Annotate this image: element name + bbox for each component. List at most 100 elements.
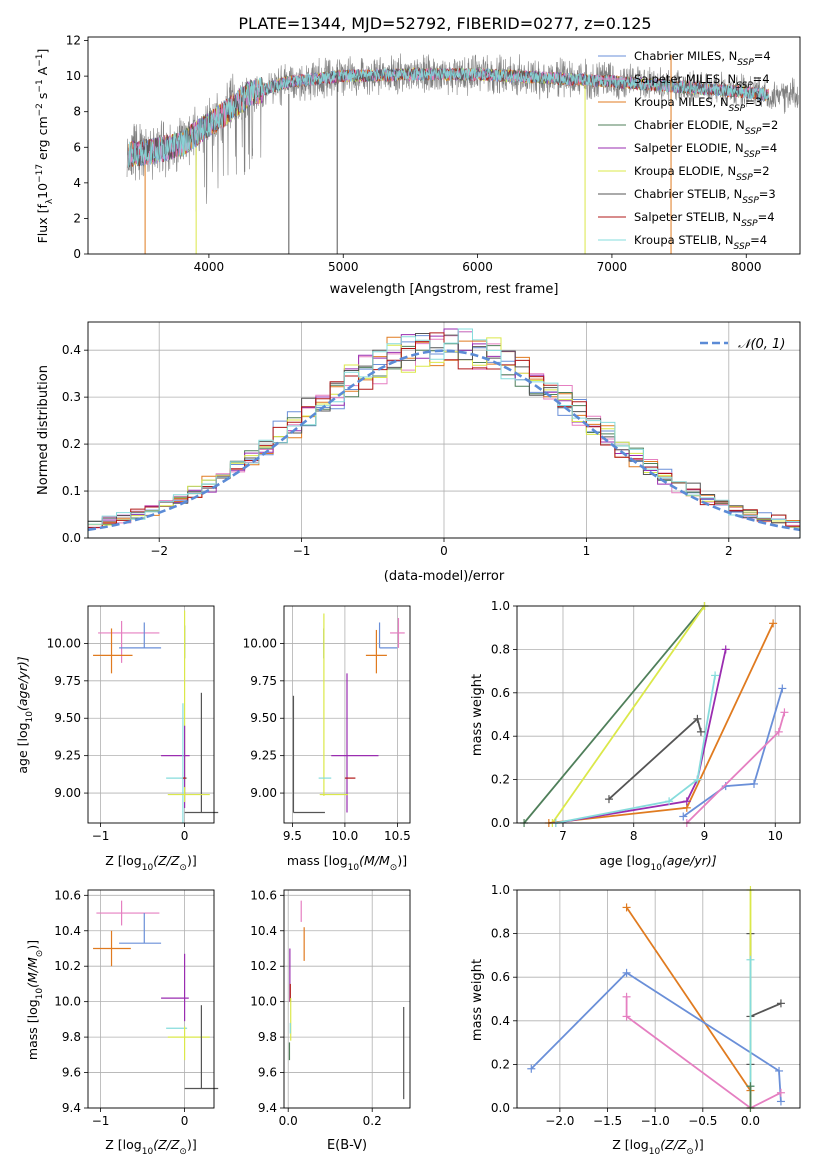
label-part: )] [397, 853, 407, 868]
label-part: −1 [35, 79, 45, 92]
label-part: (age/yr)] [15, 656, 30, 711]
residuals-panel: −2 −1 0 1 2 0.0 0.1 0.2 0.3 0.4 𝒩(0, 1) (data-model… [36, 321, 801, 584]
label-part: Chabrier STELIB, N [634, 187, 742, 201]
y-tick-label: 10.2 [250, 959, 277, 973]
y-tick-label: 9.75 [54, 674, 81, 688]
y-tick-label: 9.00 [54, 786, 81, 800]
histogram-kroupa_stelib [87, 328, 801, 538]
y-axis-label: Normed distribution [36, 365, 51, 495]
x-tick-label: −2.0 [545, 1114, 574, 1128]
label-part: 10 [651, 863, 663, 873]
y-tick-label: 10 [66, 69, 81, 83]
label-part: (Z/Z [153, 853, 180, 868]
x-tick-label: 8000 [731, 260, 762, 274]
spectrum-panel: 4000 5000 6000 7000 8000 0 2 4 6 8 10 12 Chabrier MI… [35, 34, 801, 297]
y-tick-label: 0.4 [62, 343, 81, 357]
y-tick-label: 10.0 [250, 995, 277, 1009]
label-part: λ [45, 198, 55, 204]
label-part: Salpeter STELIB, N [634, 210, 741, 224]
axes-frame [87, 605, 215, 824]
x-tick-label: −1 [92, 1114, 110, 1128]
label-part: Chabrier ELODIE, N [634, 118, 745, 132]
x-axis-label: Z [log10(Z/Z⊙)] [105, 853, 196, 873]
x-tick-label: 9.5 [283, 829, 302, 843]
x-tick-label: −1 [293, 544, 311, 558]
label-part: SSP [741, 219, 758, 229]
label-part: Z [log [612, 1137, 648, 1152]
label-part: age [log [599, 853, 650, 868]
legend-label: Chabrier ELODIE, NSSP=2 [634, 118, 778, 137]
x-tick-label: 7 [559, 829, 567, 843]
y-tick-label: 9.8 [258, 1030, 277, 1044]
y-tick-label: 1.0 [491, 599, 510, 613]
axes-frame [283, 605, 411, 824]
massweight-vs-Z-panel: −2.0 −1.5 −1.0 −0.5 0.0 0.0 0.2 0.4 0.6 0.8 1.0 Z [… [470, 883, 801, 1157]
series-line-chabrier_elodie [523, 605, 706, 824]
label-part: −2 [35, 103, 45, 116]
x-tick-label: 10.0 [332, 829, 359, 843]
x-axis-label: Z [log10(Z/Z⊙)] [612, 1137, 703, 1157]
label-part: SSP [742, 196, 759, 206]
axes-frame [87, 36, 801, 255]
y-tick-label: 10.6 [54, 888, 81, 902]
y-tick-label: 9.25 [250, 749, 277, 763]
y-tick-label: 10.0 [54, 995, 81, 1009]
label-part: =4 [754, 49, 771, 63]
y-tick-label: 10.2 [54, 959, 81, 973]
x-tick-label: −2 [150, 544, 168, 558]
x-tick-label: −1 [92, 829, 110, 843]
label-part: Kroupa MILES, N [634, 95, 729, 109]
series-line-chabrier_miles [530, 971, 782, 1102]
label-part: 10 [649, 1147, 661, 1157]
y-tick-label: 0.4 [491, 1014, 510, 1028]
x-tick-label: 0.2 [363, 1114, 382, 1128]
x-tick-label: 10.5 [384, 829, 411, 843]
label-part: ⊙ [179, 1147, 187, 1157]
y-axis-label: mass [log10(M/M⊙)] [25, 940, 45, 1060]
axes-frame [87, 321, 801, 539]
label-part: SSP [734, 242, 751, 252]
axes-frame [87, 889, 215, 1109]
x-axis-label: (data-model)/error [384, 569, 505, 584]
label-part: ⊙ [390, 863, 398, 873]
label-part: (Z/Z [660, 1137, 687, 1152]
label-part: =4 [760, 141, 777, 155]
label-part: 𝒩(0, 1) [738, 337, 785, 352]
y-tick-label: 0.8 [491, 927, 510, 941]
y-tick-label: 9.8 [62, 1030, 81, 1044]
label-part: Kroupa ELODIE, N [634, 164, 736, 178]
y-tick-label: 9.6 [62, 1066, 81, 1080]
y-axis-label: mass weight [470, 959, 485, 1041]
label-part: )] [694, 1137, 704, 1152]
y-tick-label: 6 [73, 140, 81, 154]
y-tick-label: 9.00 [250, 786, 277, 800]
axes-frame [516, 605, 801, 824]
label-part: mass [log [25, 999, 40, 1060]
label-part: SSP [744, 150, 761, 160]
label-part: mass weight [470, 674, 485, 756]
x-tick-label: 0 [440, 544, 448, 558]
y-tick-label: 8 [73, 105, 81, 119]
series-line-salpeter_miles [625, 996, 782, 1110]
age-vs-mass-panel: 9.5 10.0 10.5 9.00 9.25 9.50 9.75 10.00 mass [lo… [243, 605, 411, 873]
label-part: SSP [736, 81, 753, 91]
label-part: Chabrier MILES, N [634, 49, 737, 63]
y-tick-label: 10.00 [243, 636, 277, 650]
label-part: )] [187, 1137, 197, 1152]
label-part: (age/yr)] [662, 853, 717, 868]
legend-label: Kroupa STELIB, NSSP=4 [634, 233, 767, 252]
y-tick-label: 9.4 [62, 1101, 81, 1115]
label-part: SSP [736, 173, 753, 183]
label-part: =3 [759, 187, 776, 201]
label-part: 10 [348, 863, 360, 873]
label-part: ] [35, 49, 50, 54]
model-spectrum-kroupa_stelib [127, 67, 770, 168]
y-tick-label: 0 [73, 247, 81, 261]
label-part: −17 [35, 164, 45, 183]
x-tick-label: 6000 [462, 260, 493, 274]
label-part: SSP [729, 104, 746, 114]
label-part: (M/M [359, 853, 390, 868]
x-tick-label: 5000 [328, 260, 359, 274]
